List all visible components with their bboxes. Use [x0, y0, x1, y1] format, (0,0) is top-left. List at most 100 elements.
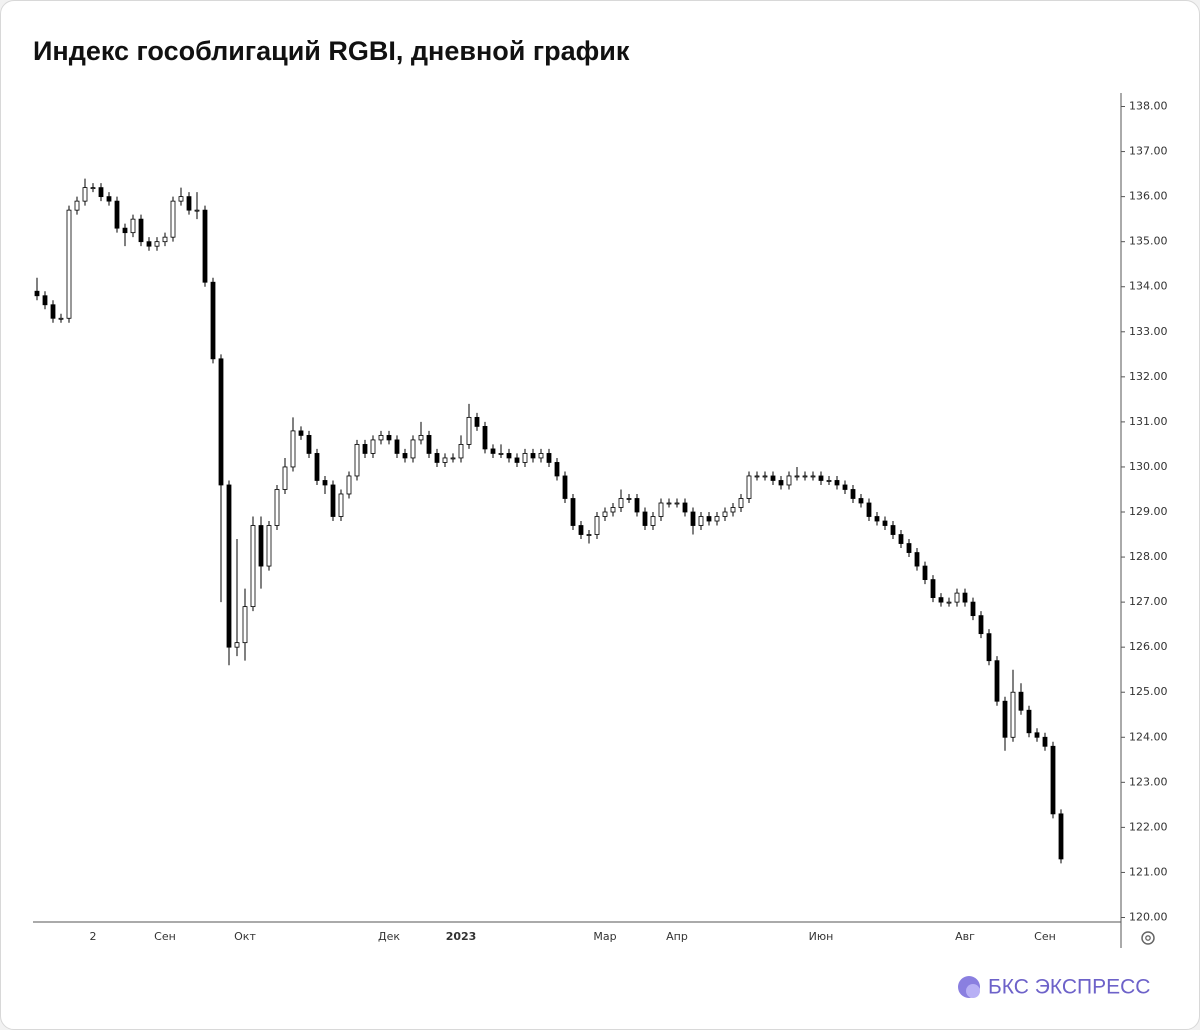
candle-body — [274, 489, 280, 526]
candle-body — [1002, 700, 1008, 738]
candle-body — [1018, 691, 1024, 711]
x-tick-label: 2023 — [446, 930, 477, 943]
candle-body — [778, 480, 784, 486]
y-tick-label: 131.00 — [1129, 415, 1168, 428]
y-tick-label: 132.00 — [1129, 370, 1168, 383]
candle-body — [1034, 732, 1040, 738]
candle-body — [746, 475, 752, 499]
candle-body — [1026, 709, 1032, 734]
candle-body — [842, 484, 848, 490]
candle-body — [250, 525, 256, 608]
candle-body — [162, 236, 168, 243]
x-tick-label: Дек — [378, 930, 400, 943]
x-tick-label: Мар — [593, 930, 616, 943]
candle-body — [634, 498, 640, 513]
candle-body — [970, 601, 976, 617]
candle-body — [442, 457, 448, 463]
candle-body — [338, 493, 344, 517]
candle-body — [586, 534, 592, 536]
candle-body — [626, 498, 632, 500]
candle-body — [730, 507, 736, 513]
candle-body — [874, 516, 880, 522]
candle-body — [386, 435, 392, 441]
candle-body — [66, 209, 72, 319]
x-tick-label: Июн — [809, 930, 834, 943]
candle-body — [770, 475, 776, 481]
candle-body — [1050, 745, 1056, 815]
candle-body — [322, 480, 328, 486]
candle-body — [818, 475, 824, 481]
candle-body — [1058, 813, 1064, 860]
candle-body — [282, 466, 288, 490]
settings-icon[interactable] — [1141, 931, 1155, 945]
y-tick-label: 125.00 — [1129, 685, 1168, 698]
candle-body — [506, 453, 512, 459]
candle-body — [178, 196, 184, 202]
y-tick-label: 135.00 — [1129, 235, 1168, 248]
y-tick-label: 138.00 — [1129, 100, 1168, 113]
candle-body — [642, 511, 648, 526]
candle-body — [522, 453, 528, 463]
candle-body — [458, 444, 464, 459]
candle-body — [802, 475, 808, 478]
candle-body — [826, 480, 832, 482]
y-tick-label: 136.00 — [1129, 190, 1168, 203]
candle-body — [810, 475, 816, 478]
x-tick-label: Сен — [154, 930, 176, 943]
candle-body — [378, 435, 384, 441]
candle-body — [738, 498, 744, 508]
candle-body — [794, 475, 800, 478]
logo-mark-inner — [966, 984, 980, 998]
candle-body — [666, 502, 672, 505]
candle-body — [186, 196, 192, 211]
candle-body — [546, 453, 552, 463]
candle-body — [226, 484, 232, 648]
candle-body — [370, 439, 376, 454]
candle-body — [914, 552, 920, 567]
candle-body — [866, 502, 872, 517]
candle-body — [1042, 736, 1048, 747]
y-tick-label: 124.00 — [1129, 730, 1168, 743]
candle-body — [650, 516, 656, 526]
candle-body — [418, 435, 424, 441]
candle-body — [554, 462, 560, 477]
candle-body — [858, 498, 864, 504]
y-tick-label: 122.00 — [1129, 820, 1168, 833]
candle-body — [202, 209, 208, 283]
candle-body — [218, 358, 224, 486]
y-tick-label: 123.00 — [1129, 775, 1168, 788]
candle-body — [986, 633, 992, 662]
y-tick-label: 130.00 — [1129, 460, 1168, 473]
candle-body — [498, 453, 504, 455]
candle-body — [354, 444, 360, 477]
candle-body — [330, 484, 336, 517]
x-tick-label: Апр — [666, 930, 688, 943]
candle-body — [882, 520, 888, 526]
y-tick-label: 137.00 — [1129, 145, 1168, 158]
candle-body — [898, 534, 904, 544]
candle-body — [978, 615, 984, 635]
candle-body — [754, 475, 760, 478]
candle-body — [98, 187, 104, 198]
candle-body — [930, 579, 936, 599]
candle-body — [674, 502, 680, 505]
candle-body — [690, 511, 696, 526]
candle-body — [994, 660, 1000, 702]
candle-body — [714, 516, 720, 522]
y-tick-label: 134.00 — [1129, 280, 1168, 293]
candle-body — [106, 196, 112, 202]
candle-body — [490, 448, 496, 454]
y-tick-label: 127.00 — [1129, 595, 1168, 608]
candle-body — [722, 511, 728, 517]
candle-body — [298, 430, 304, 436]
candle-body — [146, 241, 152, 247]
candle-body — [450, 457, 456, 460]
candle-body — [850, 489, 856, 499]
candle-body — [954, 592, 960, 603]
y-tick-label: 120.00 — [1129, 910, 1168, 923]
candle-body — [346, 475, 352, 495]
candle-body — [434, 453, 440, 463]
x-tick-label: Авг — [955, 930, 975, 943]
